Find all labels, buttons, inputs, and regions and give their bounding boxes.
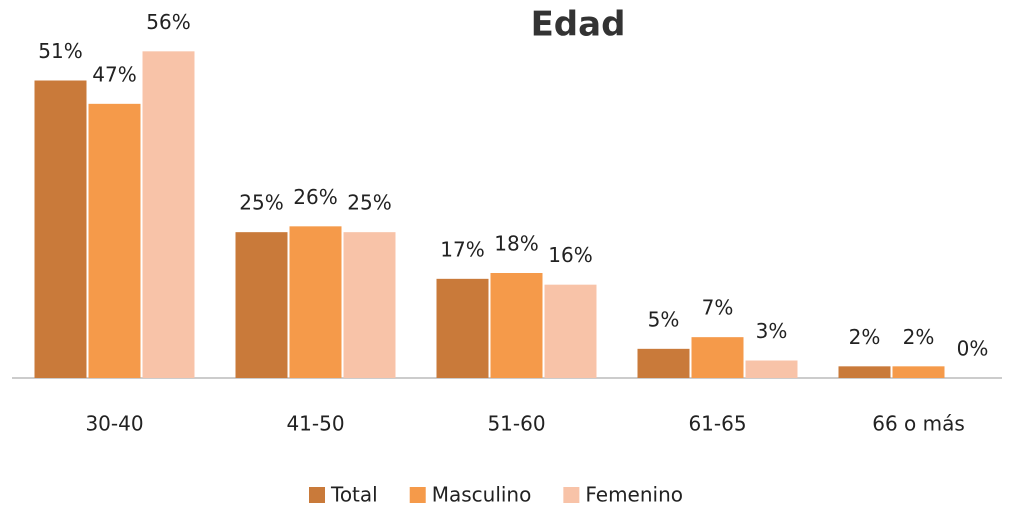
legend-label: Femenino bbox=[585, 483, 683, 507]
bar bbox=[436, 278, 489, 378]
value-label: 51% bbox=[38, 39, 82, 63]
legend-label: Total bbox=[330, 483, 378, 507]
x-tick-label: 41-50 bbox=[286, 412, 344, 436]
value-label: 0% bbox=[957, 337, 989, 361]
bar bbox=[235, 232, 288, 378]
value-label: 2% bbox=[849, 325, 881, 349]
bar bbox=[838, 366, 891, 378]
value-label: 17% bbox=[440, 237, 484, 261]
x-tick-label: 61-65 bbox=[688, 412, 746, 436]
bar bbox=[745, 360, 798, 378]
value-label: 5% bbox=[648, 307, 680, 331]
bar bbox=[34, 80, 87, 378]
x-tick-label: 30-40 bbox=[85, 412, 143, 436]
value-label: 25% bbox=[347, 191, 391, 215]
value-label: 25% bbox=[239, 191, 283, 215]
value-label: 26% bbox=[293, 185, 337, 209]
bar bbox=[88, 103, 141, 378]
value-label: 3% bbox=[756, 319, 788, 343]
value-label: 47% bbox=[92, 62, 136, 86]
value-label: 56% bbox=[146, 10, 190, 34]
value-label: 7% bbox=[702, 296, 734, 320]
bar bbox=[142, 51, 195, 378]
legend-label: Masculino bbox=[432, 483, 532, 507]
x-tick-label: 51-60 bbox=[487, 412, 545, 436]
bar bbox=[544, 284, 597, 378]
bar bbox=[343, 232, 396, 378]
bar bbox=[490, 273, 543, 378]
value-label: 2% bbox=[903, 325, 935, 349]
bar bbox=[289, 226, 342, 378]
legend-swatch bbox=[563, 487, 580, 503]
chart-title: Edad bbox=[531, 5, 626, 45]
value-label: 18% bbox=[494, 232, 538, 256]
legend-swatch bbox=[309, 487, 325, 503]
bar bbox=[637, 348, 690, 378]
value-label: 16% bbox=[548, 243, 592, 267]
bar bbox=[691, 337, 744, 378]
x-tick-label: 66 o más bbox=[872, 412, 965, 436]
bar bbox=[892, 366, 945, 378]
legend-swatch bbox=[409, 487, 426, 503]
